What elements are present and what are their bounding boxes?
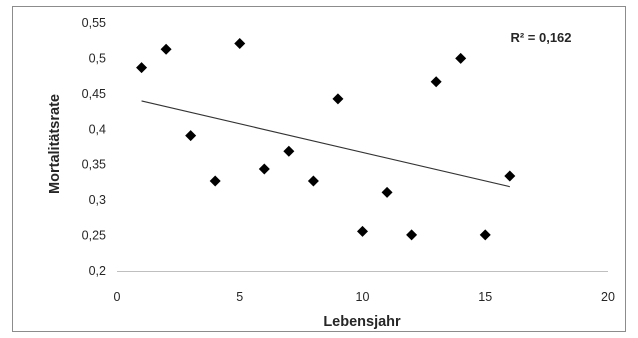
x-tick-label: 10 bbox=[356, 290, 370, 304]
x-axis-ticks: 0 5 10 15 20 bbox=[114, 290, 615, 304]
data-point bbox=[332, 93, 344, 105]
data-point bbox=[258, 163, 270, 175]
data-point bbox=[209, 175, 221, 187]
trendline bbox=[141, 100, 510, 188]
data-point bbox=[136, 62, 148, 74]
x-tick-label: 5 bbox=[236, 290, 243, 304]
y-tick-label: 0,3 bbox=[89, 193, 106, 207]
data-point bbox=[307, 175, 319, 187]
data-point bbox=[504, 170, 516, 182]
x-tick-label: 20 bbox=[601, 290, 615, 304]
x-axis-title: Lebensjahr bbox=[323, 314, 401, 330]
y-tick-label: 0,4 bbox=[89, 122, 106, 136]
data-point bbox=[479, 229, 491, 241]
data-point bbox=[381, 186, 393, 198]
x-tick-label: 0 bbox=[114, 290, 121, 304]
r-squared-annotation: R² = 0,162 bbox=[510, 30, 571, 45]
x-tick-label: 15 bbox=[478, 290, 492, 304]
data-point bbox=[160, 43, 172, 55]
data-points bbox=[136, 38, 516, 241]
data-point bbox=[234, 38, 246, 50]
y-tick-label: 0,45 bbox=[82, 87, 106, 101]
data-point bbox=[455, 52, 467, 64]
data-point bbox=[406, 229, 418, 241]
data-point bbox=[430, 76, 442, 88]
y-tick-label: 0,55 bbox=[82, 16, 106, 30]
data-point bbox=[283, 145, 295, 157]
y-tick-label: 0,5 bbox=[89, 51, 106, 65]
data-point bbox=[357, 225, 368, 237]
y-axis-title: Mortalitätsrate bbox=[47, 94, 63, 194]
data-point bbox=[185, 130, 197, 142]
y-axis-ticks: 0,2 0,25 0,3 0,35 0,4 0,45 0,5 0,55 bbox=[82, 16, 106, 278]
chart-frame bbox=[12, 6, 626, 332]
y-tick-label: 0,2 bbox=[89, 264, 106, 278]
y-tick-label: 0,25 bbox=[82, 229, 106, 243]
y-tick-label: 0,35 bbox=[82, 158, 106, 172]
